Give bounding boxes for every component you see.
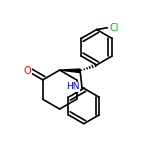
Text: Cl: Cl: [109, 23, 119, 33]
Text: HN: HN: [66, 82, 79, 91]
Polygon shape: [60, 69, 80, 73]
Text: O: O: [24, 66, 31, 76]
